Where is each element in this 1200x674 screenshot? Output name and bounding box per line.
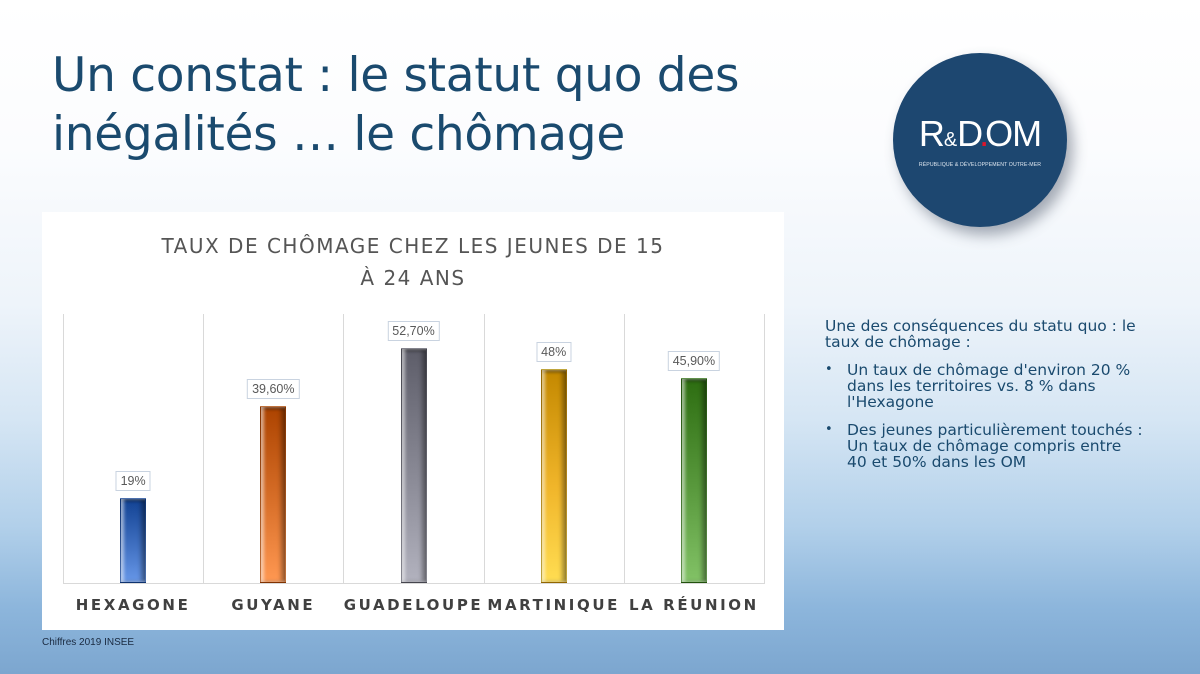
bar-guadeloupe: [400, 347, 427, 583]
logo-letter-d: D: [957, 113, 983, 154]
plot-area: 19% 39,60% 52,70% 48% 45,90%: [63, 314, 765, 584]
bullet-text: Des jeunes particulièrement touchés : Un…: [847, 421, 1143, 471]
category-separator: [203, 314, 205, 584]
bar-la-r-union: [680, 378, 707, 583]
source-note: Chiffres 2019 INSEE: [42, 637, 135, 648]
x-axis-line: [63, 583, 764, 584]
category-label: LA RÉUNION: [628, 596, 759, 614]
slide-title: Un constat : le statut quo des inégalité…: [52, 46, 852, 164]
category-label: HEXAGONE: [75, 596, 191, 614]
bar-guyane: [260, 406, 287, 583]
bar-hexagone: [120, 498, 147, 583]
logo-letters-om: OM: [985, 113, 1042, 154]
data-label: 45,90%: [667, 351, 721, 372]
category-label: GUADELOUPE: [343, 596, 484, 614]
data-label: 39,60%: [247, 379, 300, 400]
logo-red-dot: .: [979, 113, 989, 154]
chart-title-line-2: À 24 ANS: [360, 266, 466, 290]
chart-title: TAUX DE CHÔMAGE CHEZ LES JEUNES DE 15 À …: [42, 230, 784, 294]
data-label: 52,70%: [387, 320, 440, 341]
title-line-2: inégalités … le chômage: [52, 107, 625, 162]
category-separator: [63, 314, 64, 584]
bar-martinique: [540, 368, 567, 583]
category-separator: [764, 314, 765, 584]
category-separator: [343, 314, 345, 584]
data-label: 19%: [115, 471, 151, 492]
data-label: 48%: [536, 341, 572, 362]
logo-letter-r: R: [918, 113, 945, 154]
side-intro: Une des conséquences du statu quo : le t…: [825, 317, 1136, 351]
bullet-text: Un taux de chômage d'environ 20 % dans l…: [847, 361, 1131, 411]
bullet-icon: •: [825, 422, 833, 437]
logo-wordmark: R&D.OM: [918, 113, 1042, 158]
bullet-item: • Des jeunes particulièrement touchés : …: [825, 422, 1145, 470]
bullet-item: • Un taux de chômage d'environ 20 % dans…: [825, 362, 1145, 410]
title-line-1: Un constat : le statut quo des: [52, 48, 740, 103]
category-label: GUYANE: [231, 596, 316, 614]
category-separator: [483, 314, 485, 584]
rdom-logo: R&D.OM RÉPUBLIQUE & DÉVELOPPEMENT OUTRE-…: [893, 53, 1067, 227]
bullet-icon: •: [825, 362, 833, 377]
chart-panel: TAUX DE CHÔMAGE CHEZ LES JEUNES DE 15 À …: [42, 212, 784, 630]
category-label: MARTINIQUE: [487, 596, 620, 614]
logo-subtitle: RÉPUBLIQUE & DÉVELOPPEMENT OUTRE-MER: [918, 162, 1042, 168]
side-panel: Une des conséquences du statu quo : le t…: [825, 318, 1145, 482]
category-separator: [623, 314, 625, 584]
chart-title-line-1: TAUX DE CHÔMAGE CHEZ LES JEUNES DE 15: [161, 234, 665, 258]
logo-ampersand: &: [943, 129, 958, 151]
